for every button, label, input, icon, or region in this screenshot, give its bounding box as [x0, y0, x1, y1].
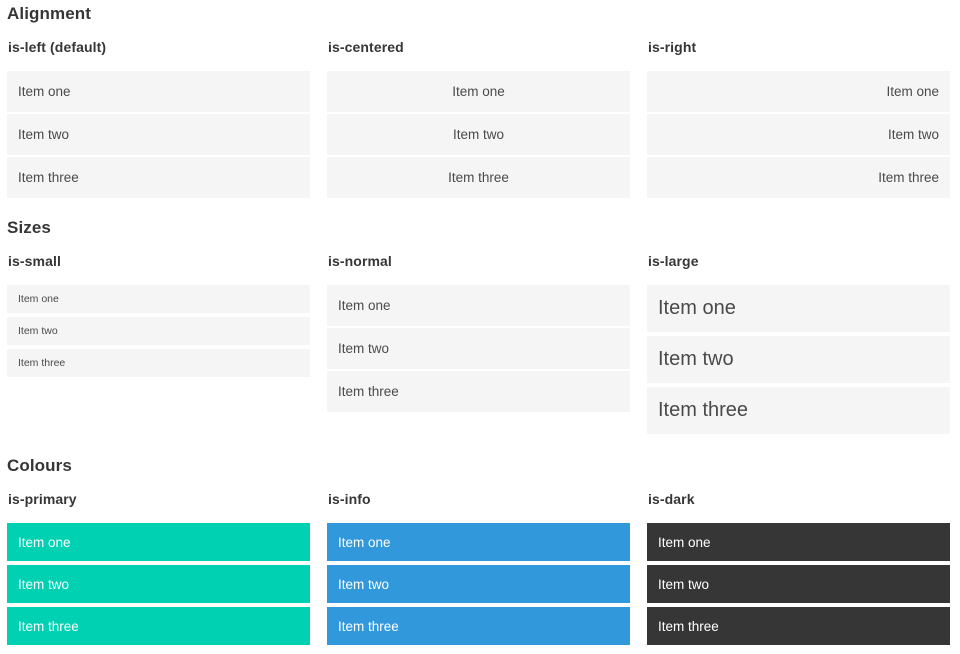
list-item: Item three	[647, 387, 950, 434]
list-item: Item one	[327, 523, 630, 561]
section-alignment: Alignment is-left (default) Item one Ite…	[7, 4, 950, 200]
list-is-centered: Item one Item two Item three	[327, 71, 630, 198]
list-item: Item two	[7, 114, 310, 155]
column-subtitle-is-left: is-left (default)	[8, 39, 107, 55]
column-subtitle-is-dark: is-dark	[648, 491, 695, 507]
list-item: Item three	[327, 371, 630, 412]
column-is-right: is-right Item one Item two Item three	[647, 24, 950, 200]
list-item: Item two	[327, 114, 630, 155]
list-item: Item three	[327, 607, 630, 645]
column-subtitle-is-normal: is-normal	[328, 253, 392, 269]
list-is-large: Item one Item two Item three	[647, 285, 950, 434]
list-item: Item two	[327, 565, 630, 603]
list-item: Item one	[647, 523, 950, 561]
list-item: Item one	[7, 523, 310, 561]
colours-columns: is-primary Item one Item two Item three …	[7, 476, 950, 649]
list-is-small: Item one Item two Item three	[7, 285, 310, 377]
column-is-dark: is-dark Item one Item two Item three	[647, 476, 950, 649]
list-item: Item one	[647, 285, 950, 332]
column-subtitle-is-info: is-info	[328, 491, 371, 507]
list-item: Item three	[7, 607, 310, 645]
column-is-small: is-small Item one Item two Item three	[7, 238, 310, 438]
column-is-centered: is-centered Item one Item two Item three	[327, 24, 630, 200]
list-item: Item three	[7, 349, 310, 377]
list-item: Item three	[647, 157, 950, 198]
list-is-primary: Item one Item two Item three	[7, 523, 310, 645]
column-is-left: is-left (default) Item one Item two Item…	[7, 24, 310, 200]
list-item: Item two	[7, 317, 310, 345]
list-item: Item two	[7, 565, 310, 603]
list-item: Item two	[647, 336, 950, 383]
list-is-dark: Item one Item two Item three	[647, 523, 950, 645]
list-item: Item one	[7, 71, 310, 112]
list-is-normal: Item one Item two Item three	[327, 285, 630, 412]
column-subtitle-is-right: is-right	[648, 39, 697, 55]
section-title-colours: Colours	[7, 456, 72, 475]
list-item: Item one	[327, 71, 630, 112]
list-item: Item one	[7, 285, 310, 313]
list-item: Item two	[647, 114, 950, 155]
column-subtitle-is-primary: is-primary	[8, 491, 77, 507]
column-is-primary: is-primary Item one Item two Item three	[7, 476, 310, 649]
list-item: Item two	[647, 565, 950, 603]
sizes-columns: is-small Item one Item two Item three is…	[7, 238, 950, 438]
list-item: Item three	[7, 157, 310, 198]
alignment-columns: is-left (default) Item one Item two Item…	[7, 24, 950, 200]
column-is-info: is-info Item one Item two Item three	[327, 476, 630, 649]
list-is-info: Item one Item two Item three	[327, 523, 630, 645]
list-item: Item two	[327, 328, 630, 369]
list-item: Item three	[327, 157, 630, 198]
column-subtitle-is-small: is-small	[8, 253, 61, 269]
section-colours: Colours is-primary Item one Item two Ite…	[7, 456, 950, 649]
section-title-alignment: Alignment	[7, 4, 92, 23]
list-item: Item one	[647, 71, 950, 112]
list-item: Item one	[327, 285, 630, 326]
column-subtitle-is-large: is-large	[648, 253, 699, 269]
column-is-normal: is-normal Item one Item two Item three	[327, 238, 630, 438]
list-is-right: Item one Item two Item three	[647, 71, 950, 198]
list-item: Item three	[647, 607, 950, 645]
section-title-sizes: Sizes	[7, 218, 51, 237]
section-sizes: Sizes is-small Item one Item two Item th…	[7, 218, 950, 438]
column-subtitle-is-centered: is-centered	[328, 39, 404, 55]
list-is-left: Item one Item two Item three	[7, 71, 310, 198]
column-is-large: is-large Item one Item two Item three	[647, 238, 950, 438]
